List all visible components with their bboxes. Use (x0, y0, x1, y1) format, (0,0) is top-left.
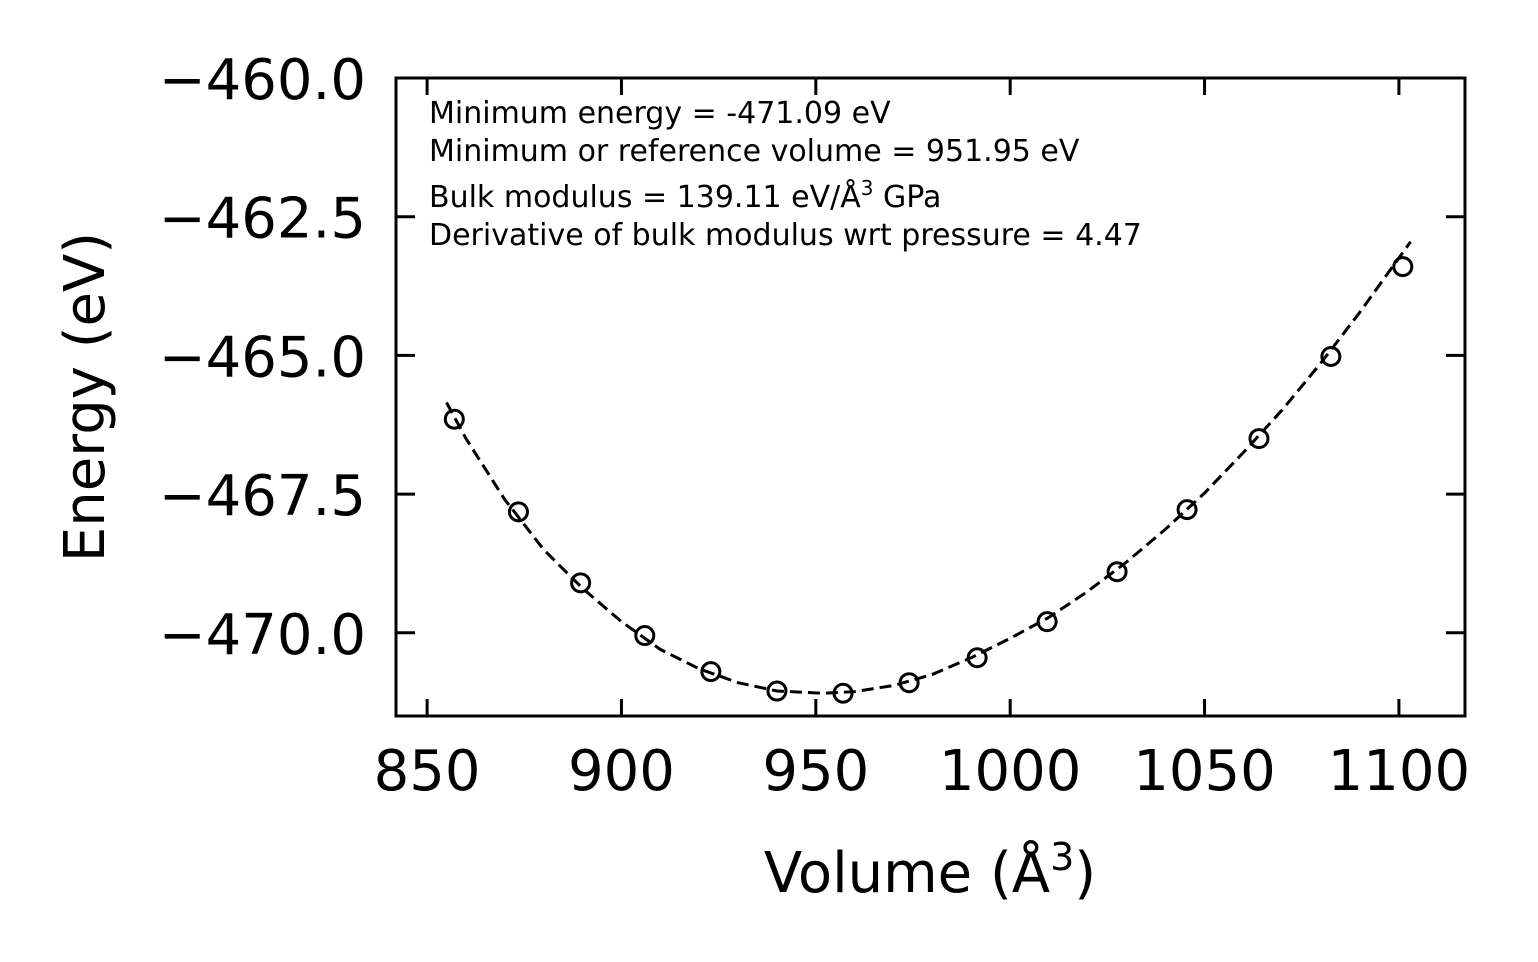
y-axis-title: Energy (eV) (53, 232, 118, 562)
y-tick-label: −470.0 (159, 603, 366, 668)
x-tick-label: 900 (568, 739, 675, 804)
y-tick-label: −460.0 (159, 48, 366, 113)
x-tick-label: 850 (374, 739, 481, 804)
x-tick-label: 950 (762, 739, 869, 804)
y-axis-ticks: −460.0 −462.5 −465.0 −467.5 −470.0 (159, 48, 1465, 668)
data-point (507, 501, 529, 523)
x-axis-ticks: 850 900 950 1000 1050 1100 (374, 78, 1471, 804)
annotation-min-energy: Minimum energy = -471.09 eV (429, 96, 891, 131)
data-point (443, 408, 465, 430)
data-points (443, 256, 1414, 704)
x-axis-title-end: ) (1074, 841, 1096, 906)
eos-fit-line (445, 240, 1412, 695)
annotation-bulk-modulus-sup: 3 (861, 176, 874, 200)
data-point (1106, 561, 1128, 583)
x-tick-label: 1000 (939, 739, 1082, 804)
annotation-bulk-modulus-main: Bulk modulus = 139.11 eV/Å (429, 179, 861, 215)
data-point (700, 661, 722, 683)
data-point (766, 680, 788, 702)
data-point (634, 625, 656, 647)
x-axis-title: Volume (Å3) (764, 835, 1096, 906)
annotation-bulk-modulus: Bulk modulus = 139.11 eV/Å3 GPa (429, 176, 941, 215)
annotation-bulk-modulus-derivative: Derivative of bulk modulus wrt pressure … (429, 218, 1142, 253)
plot-frame (394, 76, 1467, 718)
y-tick-label: −462.5 (159, 187, 366, 252)
data-point (1176, 499, 1198, 521)
annotation-min-volume: Minimum or reference volume = 951.95 eV (429, 134, 1080, 169)
data-point (1392, 256, 1414, 278)
x-tick-label: 1100 (1328, 739, 1471, 804)
x-tick-label: 1050 (1133, 739, 1276, 804)
data-point (966, 647, 988, 669)
x-axis-title-sup: 3 (1050, 835, 1074, 879)
data-point (1320, 346, 1342, 368)
data-point (1248, 428, 1270, 450)
annotation-bulk-modulus-suffix: GPa (874, 180, 942, 215)
data-point (570, 572, 592, 594)
data-point (1036, 611, 1058, 633)
data-point (832, 682, 854, 704)
data-point (898, 672, 920, 694)
y-tick-label: −465.0 (159, 325, 366, 390)
x-axis-title-main: Volume (Å (764, 840, 1050, 906)
y-tick-label: −467.5 (159, 464, 366, 529)
